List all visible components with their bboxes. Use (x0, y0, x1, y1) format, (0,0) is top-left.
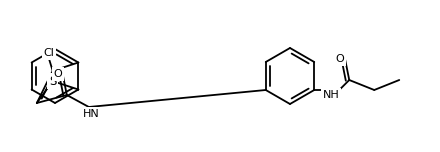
Text: O: O (53, 69, 62, 79)
Text: Cl: Cl (43, 48, 54, 58)
Text: NH: NH (323, 90, 340, 100)
Text: S: S (49, 75, 56, 88)
Text: O: O (336, 54, 345, 64)
Text: HN: HN (82, 109, 99, 119)
